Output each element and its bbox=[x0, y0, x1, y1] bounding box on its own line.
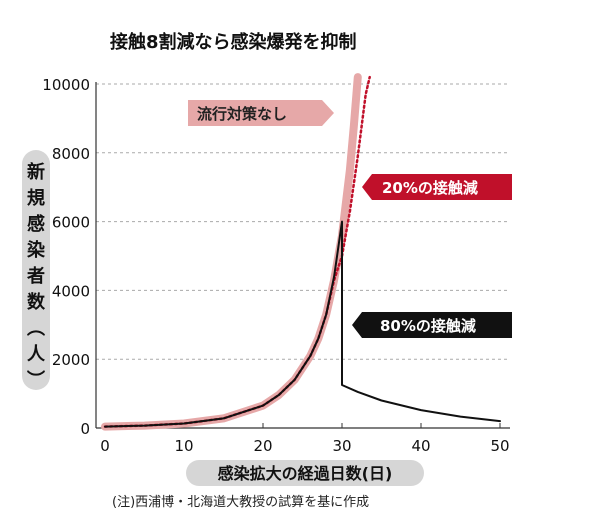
y-tick-label: 4000 bbox=[52, 282, 90, 300]
legend-label-no-measures: 流行対策なし bbox=[188, 100, 334, 126]
x-axis-label: 感染拡大の経過日数(日) bbox=[186, 460, 424, 486]
x-tick-label: 30 bbox=[332, 437, 351, 455]
x-tick-label: 10 bbox=[174, 437, 193, 455]
series-line-2 bbox=[104, 220, 501, 428]
y-tick-label: 10000 bbox=[42, 76, 90, 94]
chart-title: 接触8割減なら感染爆発を抑制 bbox=[110, 31, 357, 53]
gridlines bbox=[96, 83, 510, 360]
y-tick-label: 8000 bbox=[52, 145, 90, 163]
legend-no-measures-text: 流行対策なし bbox=[197, 105, 287, 123]
y-axis-label: 新規感染者数︵人︶ bbox=[22, 150, 50, 391]
x-tick-label: 0 bbox=[100, 437, 110, 455]
legend-label-20-percent: 20%の接触減 bbox=[362, 174, 512, 200]
legend-80-percent-text: 80%の接触減 bbox=[380, 317, 476, 335]
y-tick-labels: 0 2000 4000 6000 8000 10000 bbox=[42, 76, 90, 438]
x-axis-label-text: 感染拡大の経過日数(日) bbox=[218, 464, 393, 483]
x-tick-label: 20 bbox=[253, 437, 272, 455]
series-line-0 bbox=[101, 73, 362, 431]
y-tick-label: 0 bbox=[80, 420, 90, 438]
series bbox=[101, 73, 501, 431]
x-tick-labels: 0 10 20 30 40 50 bbox=[100, 423, 510, 455]
x-tick-label: 50 bbox=[490, 437, 509, 455]
y-tick-label: 2000 bbox=[52, 351, 90, 369]
legend-label-80-percent: 80%の接触減 bbox=[352, 312, 512, 338]
y-tick-label: 6000 bbox=[52, 214, 90, 232]
y-axis-label-text: 新規感染者数︵人︶ bbox=[26, 161, 46, 391]
legend-20-percent-text: 20%の接触減 bbox=[382, 179, 478, 197]
x-tick-label: 40 bbox=[411, 437, 430, 455]
series-line-1 bbox=[103, 75, 371, 428]
source-note: (注)西浦博・北海道大教授の試算を基に作成 bbox=[112, 494, 369, 510]
